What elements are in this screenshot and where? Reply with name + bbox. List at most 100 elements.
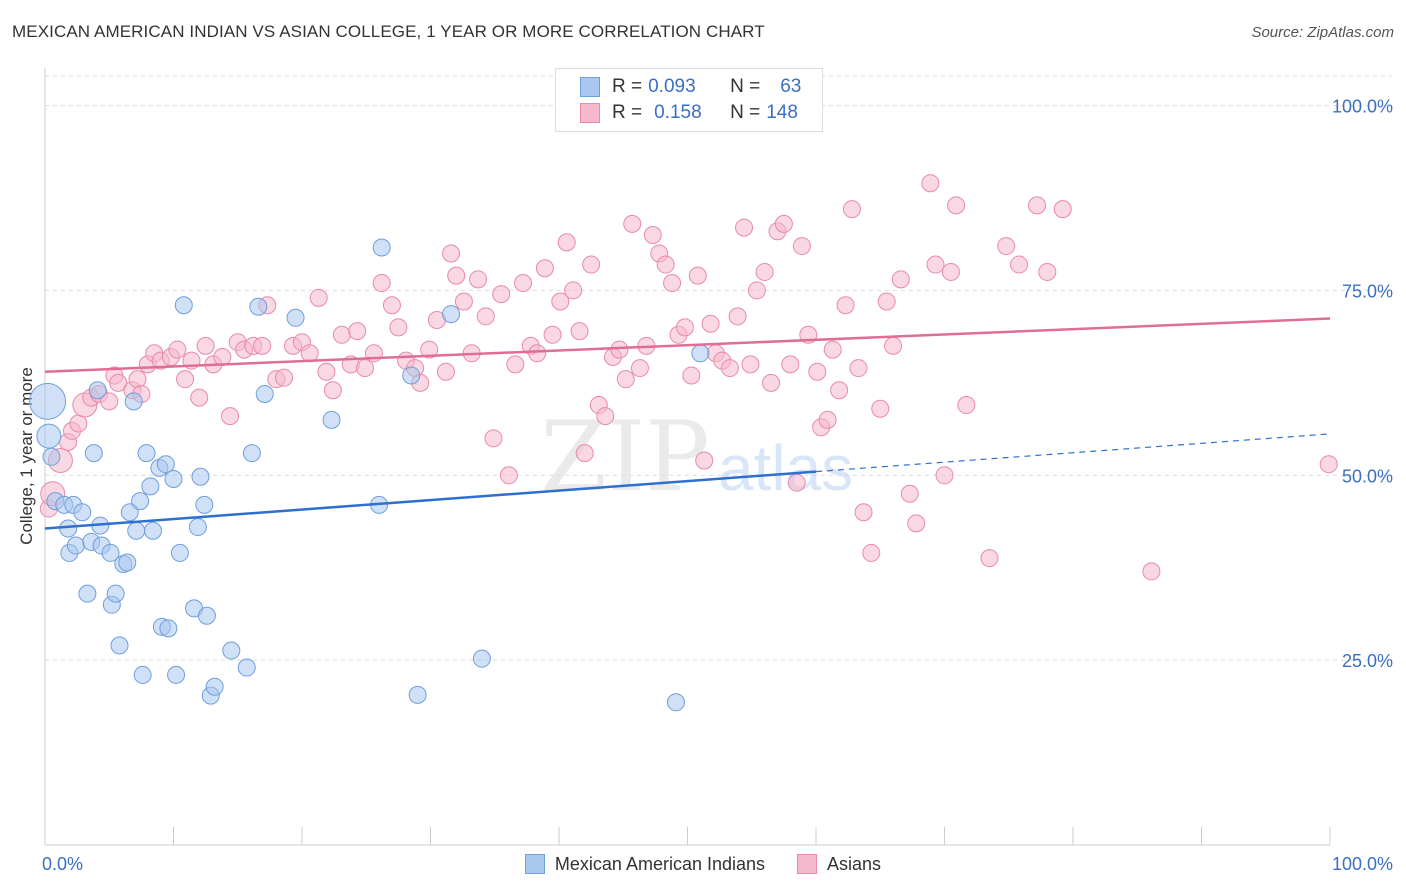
asian-point bbox=[980, 549, 999, 568]
chart-title: MEXICAN AMERICAN INDIAN VS ASIAN COLLEGE… bbox=[12, 22, 765, 41]
r-value: 0.158 bbox=[654, 102, 702, 123]
asian-point bbox=[469, 270, 488, 289]
asian-point bbox=[907, 514, 926, 533]
mexican-american-indian-point bbox=[249, 297, 268, 316]
asian-point bbox=[695, 451, 714, 470]
asian-point bbox=[935, 466, 954, 485]
watermark-atlas: atlas bbox=[718, 432, 853, 504]
asian-point bbox=[741, 355, 760, 374]
asian-point bbox=[551, 292, 570, 311]
mexican-american-indian-point bbox=[408, 685, 427, 704]
mexican-american-indian-point bbox=[133, 665, 152, 684]
mexican-american-indian-point bbox=[36, 423, 62, 449]
asian-point bbox=[596, 407, 615, 426]
mexican-american-indian-point bbox=[127, 521, 146, 540]
asian-point bbox=[575, 444, 594, 463]
asian-point bbox=[842, 200, 861, 219]
stats-legend-row-pink: R = 0.158 N = 148 bbox=[580, 101, 798, 125]
asian-point bbox=[275, 368, 294, 387]
asian-point bbox=[762, 373, 781, 392]
asian-point bbox=[747, 281, 766, 300]
blue-swatch bbox=[580, 77, 600, 97]
asian-point bbox=[862, 543, 881, 562]
asian-point bbox=[891, 270, 910, 289]
asian-point bbox=[355, 359, 374, 378]
legend-label: Asians bbox=[827, 853, 882, 874]
mexican-american-indian-point bbox=[242, 444, 261, 463]
asian-point bbox=[196, 336, 215, 355]
asian-point bbox=[957, 396, 976, 415]
asian-point bbox=[484, 429, 503, 448]
mexican-american-indian-point bbox=[372, 238, 391, 257]
asian-point bbox=[253, 336, 272, 355]
stats-legend-row-blue: R = 0.093 N = 63 bbox=[580, 75, 801, 99]
r-label: R = bbox=[612, 76, 643, 97]
asian-point bbox=[792, 237, 811, 256]
mexican-american-indian-point bbox=[73, 503, 92, 522]
data-points bbox=[29, 174, 1338, 712]
source-note: Source: ZipAtlas.com bbox=[1251, 24, 1394, 41]
asian-point bbox=[836, 296, 855, 315]
asian-point bbox=[382, 296, 401, 315]
asian-point bbox=[616, 370, 635, 389]
watermark: ZIP atlas bbox=[540, 401, 853, 513]
asian-point bbox=[420, 340, 439, 359]
asian-point bbox=[830, 381, 849, 400]
asian-point bbox=[720, 359, 739, 378]
pink-swatch bbox=[580, 103, 600, 123]
asian-point bbox=[818, 410, 837, 429]
legend-label: Mexican American Indians bbox=[554, 853, 766, 874]
mexican-american-indian-point bbox=[174, 296, 193, 315]
mexican-american-indian-point bbox=[170, 543, 189, 562]
asian-point bbox=[900, 484, 919, 503]
asian-point bbox=[447, 266, 466, 285]
stats-legend: R = 0.093 N = 63 R = 0.158 N = 148 bbox=[555, 68, 823, 132]
asian-point bbox=[442, 244, 461, 263]
asian-point bbox=[774, 214, 793, 233]
asian-point bbox=[735, 218, 754, 237]
mexican-american-indian-point bbox=[156, 455, 175, 474]
mexican-american-indian-point bbox=[188, 518, 207, 537]
asian-point bbox=[755, 262, 774, 281]
asian-point bbox=[570, 322, 589, 341]
asian-point bbox=[623, 214, 642, 233]
mexican-american-indian-point bbox=[110, 636, 129, 655]
mexican-american-indian-point bbox=[691, 344, 710, 363]
mexican-american-indian-point bbox=[141, 477, 160, 496]
asian-point bbox=[317, 362, 336, 381]
mexican-american-indian-point bbox=[159, 619, 178, 638]
asian-point bbox=[656, 255, 675, 274]
asian-point bbox=[997, 237, 1016, 256]
asian-point bbox=[582, 255, 601, 274]
asian-point bbox=[564, 281, 583, 300]
asian-point bbox=[514, 274, 533, 293]
mexican-american-indian-point bbox=[472, 649, 491, 668]
mexican-american-indian-trend-extension bbox=[815, 433, 1331, 473]
asian-point bbox=[643, 225, 662, 244]
asian-point bbox=[663, 274, 682, 293]
n-value: 148 bbox=[766, 102, 798, 123]
asian-point bbox=[1010, 255, 1029, 274]
mexican-american-indian-point bbox=[286, 308, 305, 327]
asian-point bbox=[300, 344, 319, 363]
asian-point bbox=[372, 274, 391, 293]
asian-point bbox=[808, 362, 827, 381]
mexican-american-indian-point bbox=[191, 467, 210, 486]
mexican-american-indian-point bbox=[402, 366, 421, 385]
asian-point bbox=[323, 381, 342, 400]
mexican-american-indian-point bbox=[197, 606, 216, 625]
mexican-american-indian-trend-line bbox=[44, 470, 817, 530]
mexican-american-indian-point bbox=[124, 392, 143, 411]
legend-item-asians: Asians bbox=[797, 854, 881, 875]
series-legend: Mexican American Indians Asians bbox=[0, 852, 1406, 876]
x-tick-label: 0.0% bbox=[42, 854, 83, 874]
mexican-american-indian-point bbox=[120, 503, 139, 522]
asian-point bbox=[499, 466, 518, 485]
asian-point bbox=[332, 325, 351, 344]
asian-point bbox=[884, 336, 903, 355]
mexican-american-indian-point bbox=[222, 641, 241, 660]
asian-point bbox=[506, 355, 525, 374]
asian-trend-line bbox=[44, 317, 1331, 374]
mexican-american-indian-point bbox=[666, 693, 685, 712]
